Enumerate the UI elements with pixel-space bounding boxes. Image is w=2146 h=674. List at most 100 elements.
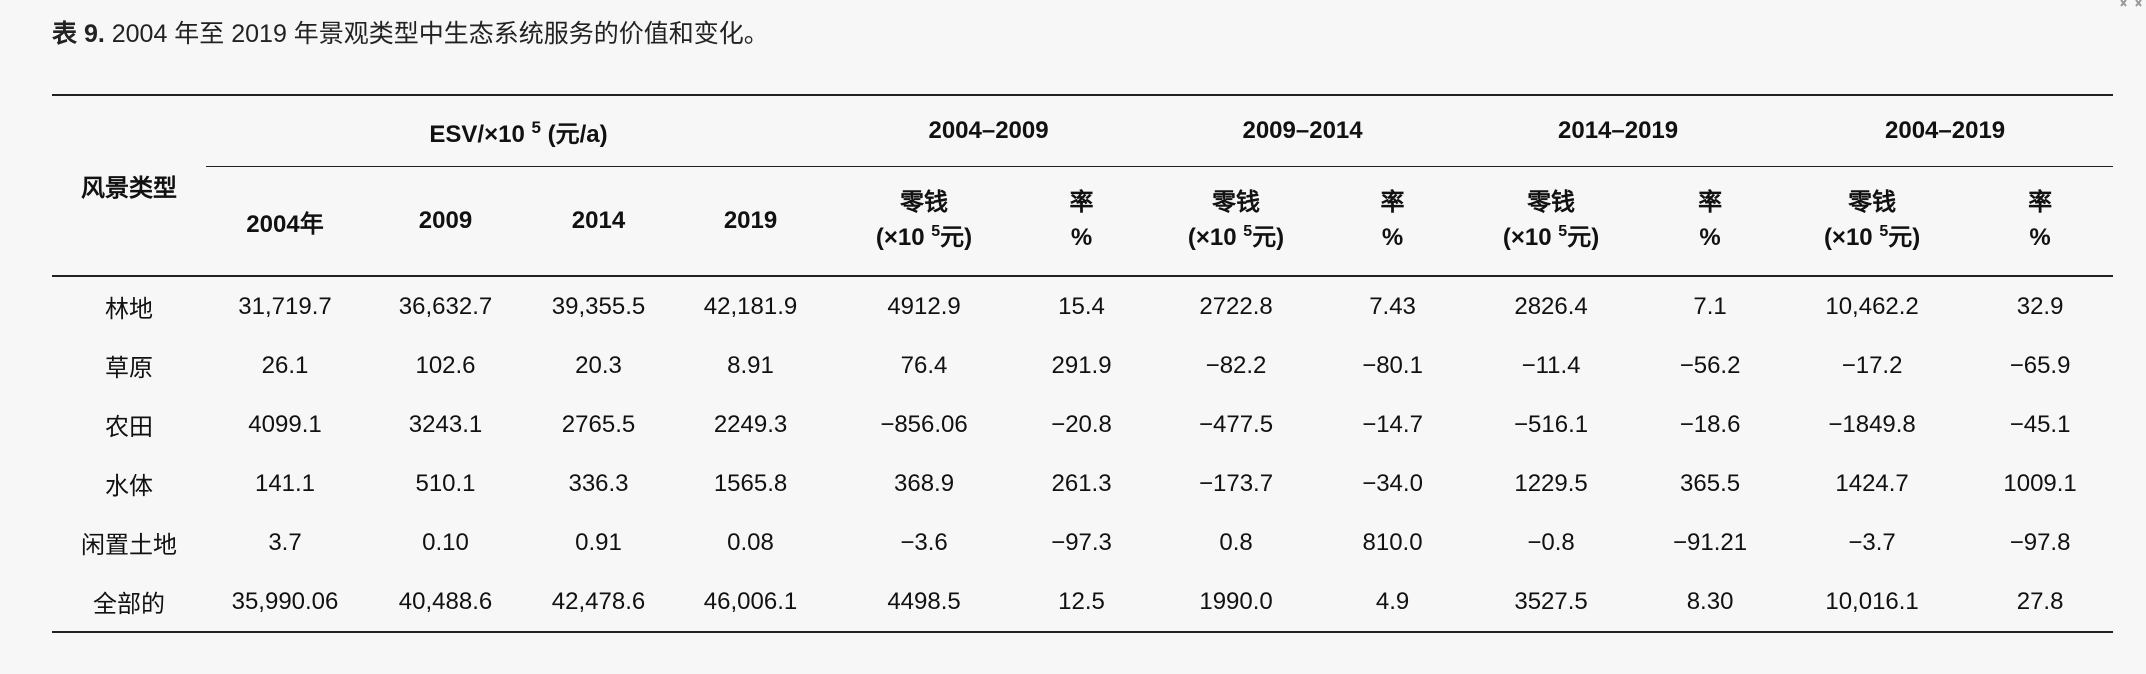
table-cell: −17.2 — [1841, 351, 1903, 379]
table-cell: 141.1 — [254, 469, 316, 497]
table-cell: −97.3 — [1051, 528, 1112, 556]
table-cell: −14.7 — [1362, 410, 1423, 438]
row-label: 草原 — [105, 355, 153, 382]
table-cell: 32.9 — [2016, 292, 2064, 320]
table-cell: −82.2 — [1205, 351, 1267, 379]
table-cell: 510.1 — [415, 469, 476, 497]
table-cell: 291.9 — [1051, 351, 1112, 379]
table-cell: 4.9 — [1375, 587, 1410, 615]
esv-table: 风景类型 ESV/×10 5 (元/a) 2004–2009 2009–2014… — [52, 94, 2114, 633]
header-esv: ESV/×10 5 (元/a) — [206, 95, 832, 167]
table-row: 全部的 35,990.06 40,488.6 42,478.6 46,006.1 4498… — [52, 572, 2114, 632]
header-rate: 率% — [1380, 189, 1405, 251]
table-cell: 368.9 — [894, 469, 955, 497]
table-cell: 102.6 — [415, 351, 476, 379]
row-label: 全部的 — [93, 591, 165, 618]
table-row: 水体 141.1 510.1 336.3 1565.8 368.9 261.3 −173.7 −… — [52, 454, 2113, 513]
table-cell: 10,462.2 — [1825, 292, 1919, 320]
header-year-2009: 2009 — [418, 207, 473, 234]
expand-icon[interactable] — [2118, 0, 2144, 10]
table-cell: 7.43 — [1369, 292, 1416, 320]
table-cell: −3.6 — [900, 528, 948, 556]
table-cell: 0.8 — [1219, 528, 1253, 556]
table-cell: 0.08 — [727, 528, 774, 556]
table-cell: 3243.1 — [408, 410, 483, 438]
table-cell: −34.0 — [1362, 469, 1423, 497]
table-cell: −97.8 — [2009, 528, 2071, 556]
header-period-2004-2009: 2004–2009 — [831, 95, 1147, 167]
row-label: 林地 — [105, 296, 153, 323]
table-cell: 336.3 — [568, 469, 629, 497]
table-cell: 76.4 — [900, 351, 948, 379]
table-cell: −80.1 — [1362, 351, 1423, 379]
table-cell: 2249.3 — [713, 410, 788, 438]
header-rate: 率% — [1698, 189, 1723, 251]
header-change: 零钱 (×10 5元) — [1502, 189, 1600, 251]
table-cell: −856.06 — [880, 410, 968, 438]
header-rate: 率% — [1069, 189, 1094, 251]
table-cell: 1565.8 — [713, 469, 788, 497]
table-cell: −91.21 — [1673, 528, 1748, 556]
table-cell: 42,478.6 — [551, 587, 646, 615]
caption-text: 2004 年至 2019 年景观类型中生态系统服务的价值和变化。 — [104, 20, 769, 48]
table-cell: 4912.9 — [887, 292, 961, 320]
table-row: 草原 26.1 102.6 20.3 8.91 76.4 291.9 −82.2 −80.1 −1… — [52, 336, 2113, 395]
table-cell: −173.7 — [1199, 469, 1274, 497]
table-cell: 1229.5 — [1514, 469, 1588, 497]
table-cell: −11.4 — [1521, 351, 1581, 379]
table-cell: 3527.5 — [1514, 587, 1588, 615]
table-cell: 39,355.5 — [551, 292, 646, 320]
header-change: 零钱 (×10 5元) — [1823, 189, 1921, 251]
table-cell: 0.10 — [422, 528, 469, 556]
table-cell: 8.91 — [727, 351, 774, 379]
table-cell: 12.5 — [1058, 587, 1105, 615]
header-change: 零钱 (×10 5元) — [1187, 189, 1285, 251]
table-cell: 1009.1 — [2003, 469, 2077, 497]
table-caption: 表 9. 2004 年至 2019 年景观类型中生态系统服务的价值和变化。 — [52, 14, 769, 50]
table-cell: 36,632.7 — [398, 292, 493, 320]
table-cell: 27.8 — [2016, 587, 2064, 615]
header-period-2009-2014: 2009–2014 — [1146, 95, 1460, 167]
table-cell: 810.0 — [1362, 528, 1423, 556]
table-cell: 1424.7 — [1835, 469, 1909, 497]
table-cell: −0.8 — [1527, 528, 1575, 556]
table-cell: −20.8 — [1051, 410, 1112, 438]
header-landscape-type: 风景类型 — [81, 175, 177, 202]
header-year-2019: 2019 — [723, 207, 778, 234]
table-cell: 4099.1 — [248, 410, 322, 438]
table-cell: 0.91 — [575, 528, 622, 556]
table-cell: 10,016.1 — [1825, 587, 1919, 615]
table-cell: 2722.8 — [1199, 292, 1273, 320]
table-cell: 2765.5 — [561, 410, 636, 438]
table-cell: 261.3 — [1051, 469, 1112, 497]
table-cell: 1990.0 — [1199, 587, 1273, 615]
table-cell: 8.30 — [1686, 587, 1734, 615]
table-cell: 7.1 — [1693, 292, 1727, 320]
table-cell: 31,719.7 — [238, 292, 332, 320]
table-cell: 15.4 — [1058, 292, 1105, 320]
row-label: 水体 — [105, 473, 153, 500]
header-rate: 率% — [2028, 189, 2053, 251]
header-year-2004: 2004年 — [246, 210, 324, 238]
header-period-2014-2019: 2014–2019 — [1459, 95, 1778, 167]
table-cell: 20.3 — [575, 351, 622, 379]
table-cell: 2826.4 — [1514, 292, 1588, 320]
table-cell: −65.9 — [2009, 351, 2071, 379]
table-cell: −477.5 — [1199, 410, 1274, 438]
table-cell: −45.1 — [2009, 410, 2071, 438]
table-cell: 365.5 — [1680, 469, 1741, 497]
table-cell: 46,006.1 — [703, 587, 798, 615]
table-row: 闲置土地 3.7 0.10 0.91 0.08 −3.6 −97.3 0.8 810.0 −0.8… — [52, 513, 2113, 572]
table-cell: −3.7 — [1848, 528, 1896, 556]
table-cell: 3.7 — [268, 528, 302, 556]
caption-label: 表 9. — [52, 20, 105, 48]
header-period-2004-2019: 2004–2019 — [1777, 95, 2114, 167]
table-cell: 4498.5 — [887, 587, 961, 615]
table-cell: 35,990.06 — [231, 587, 339, 615]
table-cell: −56.2 — [1679, 351, 1741, 379]
table-cell: −18.6 — [1679, 410, 1741, 438]
table-cell: 40,488.6 — [398, 587, 493, 615]
table-cell: −1849.8 — [1828, 410, 1916, 438]
table-row: 农田 4099.1 3243.1 2765.5 2249.3 −856.06 −20.8 −4… — [52, 395, 2113, 454]
table-cell: 26.1 — [261, 351, 309, 379]
